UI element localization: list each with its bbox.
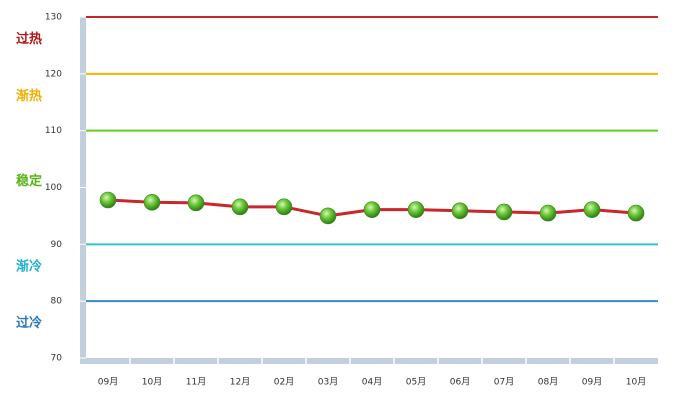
x-tick-label: 05月 [406,377,426,388]
data-point [319,207,337,225]
zone-label: 过冷 [16,315,42,331]
x-tick-label: 04月 [362,377,382,388]
data-point [451,202,469,220]
x-tick-label: 06月 [450,377,470,388]
x-tick-label: 12月 [230,377,250,388]
data-point [627,204,645,222]
data-point [187,194,205,212]
zone-label: 渐热 [16,88,42,104]
x-tick-label: 11月 [186,377,206,388]
y-tick-label: 80 [51,297,63,307]
y-tick-label: 130 [45,13,62,23]
x-tick-label: 07月 [494,377,514,388]
y-tick-label: 110 [45,126,62,136]
x-tick-label: 10月 [626,377,646,388]
zone-label: 稳定 [16,173,42,189]
data-point [363,201,381,218]
data-point [231,198,249,216]
x-axis-bar [86,358,658,364]
x-tick-label: 03月 [318,377,338,388]
y-tick-label: 120 [45,69,62,79]
data-point [99,191,117,209]
x-tick-label: 09月 [98,377,118,388]
data-point [275,198,293,216]
y-tick-label: 100 [45,183,62,193]
data-point [495,203,513,221]
data-point [539,204,557,222]
y-tick-label: 70 [51,354,63,364]
zone-label: 渐冷 [16,258,42,274]
y-tick-label: 90 [51,240,63,250]
x-tick-label: 10月 [142,377,162,388]
x-tick-label: 09月 [582,377,602,388]
y-axis-bar [80,17,86,364]
x-tick-label: 02月 [274,377,294,388]
data-point [583,201,601,218]
data-point [407,201,425,218]
zone-label: 过热 [16,31,42,47]
data-point [143,193,161,211]
x-tick-label: 08月 [538,377,558,388]
